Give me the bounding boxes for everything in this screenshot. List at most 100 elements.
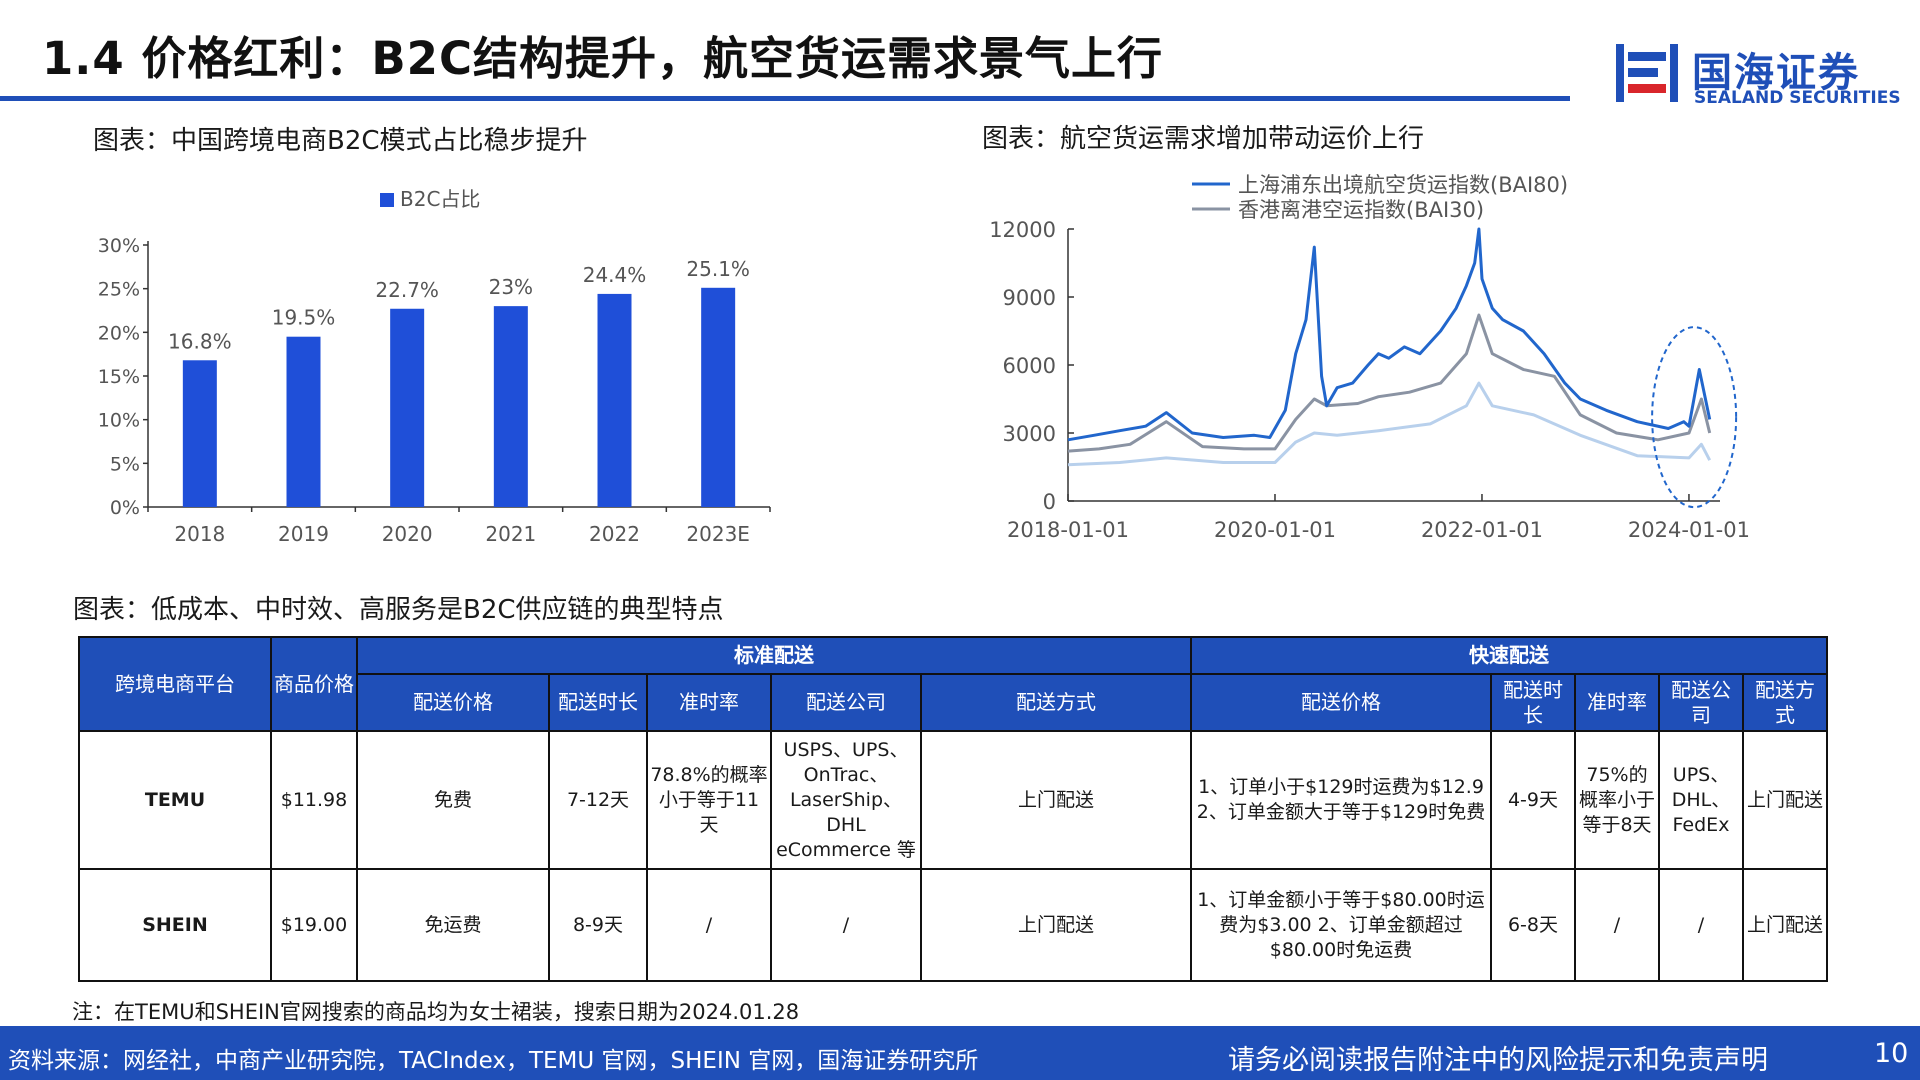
cell-exp-carrier: /	[1658, 868, 1744, 982]
group-header-standard: 标准配送	[356, 636, 1192, 675]
x-tick-label: 2018-01-01	[1007, 518, 1129, 542]
col-header-std-method: 配送方式	[920, 673, 1192, 732]
bar	[701, 287, 736, 507]
table-note: 注：在TEMU和SHEIN官网搜索的商品均为女士裙装，搜索日期为2024.01.…	[72, 1000, 800, 1024]
bar-data-label: 25.1%	[686, 257, 750, 281]
y-tick-label: 3000	[1003, 422, 1056, 446]
y-tick-label: 25%	[98, 279, 140, 301]
bar-data-label: 22.7%	[375, 278, 439, 302]
cell-exp-method: 上门配送	[1742, 730, 1828, 870]
table-title: 图表：低成本、中时效、高服务是B2C供应链的典型特点	[73, 595, 724, 625]
y-tick-label: 5%	[110, 453, 140, 475]
bar	[390, 308, 425, 507]
logo-chinese-name: 国海证券	[1692, 50, 1860, 96]
table-subheader-row: 配送价格 配送时长 准时率 配送公司 配送方式 配送价格 配送时长 准时率 配送…	[79, 673, 1828, 732]
cell-std-time: 7-12天	[548, 730, 648, 870]
cell-platform: SHEIN	[78, 868, 272, 982]
sealand-logo-icon	[1616, 44, 1678, 102]
col-header-platform: 跨境电商平台	[78, 636, 272, 732]
b2c-share-bar-chart: B2C占比 0% 5% 10% 15% 20% 25% 30% 16.8% 2018 19.5% 20…	[98, 187, 771, 546]
cell-std-ontime: 78.8%的概率小于等于11天	[646, 730, 772, 870]
cell-exp-method: 上门配送	[1742, 868, 1828, 982]
logo-english-name: SEALAND SECURITIES	[1694, 88, 1901, 108]
footer-disclaimer: 请务必阅读报告附注中的风险提示和免责声明	[1228, 1045, 1768, 1076]
y-tick-label: 6000	[1003, 354, 1056, 378]
col-header-exp-carrier: 配送公司	[1658, 673, 1744, 732]
y-tick-label: 12000	[989, 218, 1056, 242]
table-row-shein: SHEIN $19.00 免运费 8-9天 / / 上门配送 1、订单金额小于等…	[78, 868, 1828, 982]
table-row-temu: TEMU $11.98 免费 7-12天 78.8%的概率小于等于11天 USP…	[78, 730, 1828, 870]
cell-exp-fee: 1、订单金额小于等于$80.00时运费为$3.00 2、订单金额超过$80.00…	[1190, 868, 1492, 982]
supply-chain-comparison-table: 跨境电商平台 商品价格 标准配送 快速配送 配送价格 配送时长 准时率 配送公司…	[78, 636, 1828, 982]
x-tick-label: 2018	[174, 522, 225, 546]
legend-swatch	[380, 193, 394, 207]
col-header-std-time: 配送时长	[548, 673, 648, 732]
col-header-std-fee: 配送价格	[356, 673, 550, 732]
cell-std-fee: 免运费	[356, 868, 550, 982]
cell-exp-time: 6-8天	[1490, 868, 1576, 982]
series-line-bai30	[1067, 313, 1712, 453]
bar	[493, 306, 528, 507]
cell-platform: TEMU	[78, 730, 272, 870]
cell-std-method: 上门配送	[920, 868, 1192, 982]
col-header-exp-method: 配送方式	[1742, 673, 1828, 732]
legend-label: B2C占比	[400, 187, 480, 211]
bar	[182, 360, 217, 507]
y-tick-label: 30%	[98, 235, 140, 257]
bar-chart-title: 图表：中国跨境电商B2C模式占比稳步提升	[93, 126, 588, 156]
bar-data-label: 24.4%	[583, 263, 647, 287]
cell-std-fee: 免费	[356, 730, 550, 870]
col-header-price: 商品价格	[270, 636, 358, 732]
footer-bar	[0, 1026, 1920, 1080]
cell-std-ontime: /	[646, 868, 772, 982]
series-line-third	[1067, 381, 1712, 467]
x-tick-label: 2020	[382, 522, 433, 546]
bar-data-label: 16.8%	[168, 329, 232, 353]
col-header-exp-ontime: 准时率	[1574, 673, 1660, 732]
bar-data-label: 19.5%	[272, 306, 336, 330]
air-freight-index-line-chart: 上海浦东出境航空货运指数(BAI80)香港离港空运指数(BAI30) 0 3000 6…	[989, 173, 1750, 542]
table-header-row: 跨境电商平台 商品价格 标准配送 快速配送	[78, 636, 1828, 732]
cell-std-carrier: USPS、UPS、OnTrac、LaserShip、DHL eCommerce …	[770, 730, 922, 870]
footer-source: 资料来源：网经社，中商产业研究院，TACIndex，TEMU 官网，SHEIN …	[8, 1048, 979, 1074]
bar-data-label: 23%	[489, 275, 533, 299]
cell-std-method: 上门配送	[920, 730, 1192, 870]
cell-std-time: 8-9天	[548, 868, 648, 982]
page-number: 10	[1874, 1038, 1909, 1069]
title-divider	[0, 96, 1570, 101]
y-tick-label: 10%	[98, 410, 140, 432]
cell-price: $19.00	[270, 868, 358, 982]
y-tick-label: 15%	[98, 366, 140, 388]
y-tick-label: 0%	[110, 497, 140, 519]
x-tick-label: 2021	[485, 522, 536, 546]
col-header-exp-time: 配送时长	[1490, 673, 1576, 732]
x-tick-label: 2023E	[686, 522, 750, 546]
col-header-exp-fee: 配送价格	[1190, 673, 1492, 732]
series-line-bai80	[1067, 227, 1712, 442]
cell-exp-fee: 1、订单小于$129时运费为$12.9 2、订单金额大于等于$129时免费	[1190, 730, 1492, 870]
page-title: 1.4 价格红利：B2C结构提升，航空货运需求景气上行	[42, 32, 1164, 85]
x-tick-label: 2022-01-01	[1421, 518, 1543, 542]
highlight-ellipse	[1651, 326, 1738, 509]
legend-label-bai80: 上海浦东出境航空货运指数(BAI80)	[1238, 173, 1568, 197]
cell-exp-ontime: /	[1574, 868, 1660, 982]
cell-price: $11.98	[270, 730, 358, 870]
x-tick-label: 2024-01-01	[1628, 518, 1750, 542]
bar	[286, 336, 321, 507]
y-tick-label: 20%	[98, 322, 140, 344]
cell-exp-time: 4-9天	[1490, 730, 1576, 870]
legend-label-bai30: 香港离港空运指数(BAI30)	[1238, 198, 1484, 222]
cell-std-carrier: /	[770, 868, 922, 982]
cell-exp-carrier: UPS、DHL、FedEx	[1658, 730, 1744, 870]
col-header-std-ontime: 准时率	[646, 673, 772, 732]
line-chart-title: 图表：航空货运需求增加带动运价上行	[982, 124, 1425, 154]
cell-exp-ontime: 75%的概率小于等于8天	[1574, 730, 1660, 870]
col-header-std-carrier: 配送公司	[770, 673, 922, 732]
company-logo: 国海证券 SEALAND SECURITIES	[1612, 38, 1901, 108]
y-tick-label: 9000	[1003, 286, 1056, 310]
x-tick-label: 2019	[278, 522, 329, 546]
x-tick-label: 2020-01-01	[1214, 518, 1336, 542]
x-tick-label: 2022	[589, 522, 640, 546]
y-tick-label: 0	[1043, 490, 1056, 514]
bar	[597, 293, 632, 507]
